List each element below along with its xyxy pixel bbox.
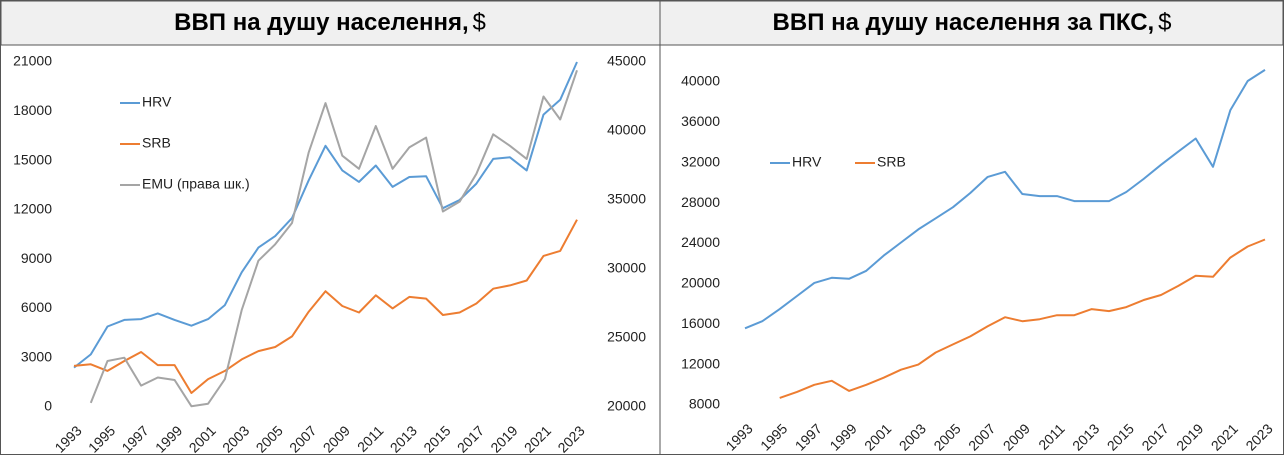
- legend-label: HRV: [142, 94, 172, 110]
- y-tick-label: 21000: [13, 53, 52, 69]
- y-tick-label: 18000: [13, 102, 52, 118]
- series-line: [73, 219, 578, 394]
- y-tick-label: 40000: [681, 73, 720, 89]
- y2-tick-label: 45000: [607, 53, 646, 69]
- y2-tick-label: 35000: [607, 191, 646, 207]
- chart-title: ВВП на душу населення за ПКС, $: [773, 9, 1172, 36]
- y-tick-label: 20000: [681, 275, 720, 291]
- title-text: ВВП на душу населення за ПКС,: [773, 9, 1155, 36]
- y-tick-label: 36000: [681, 113, 720, 129]
- y2-tick-label: 30000: [607, 260, 646, 276]
- y-tick-label: 9000: [21, 250, 52, 266]
- y-tick-label: 3000: [21, 348, 52, 364]
- title-unit: $: [1158, 9, 1171, 36]
- y-tick-label: 15000: [13, 151, 52, 167]
- y-tick-label: 32000: [681, 153, 720, 169]
- y-tick-label: 12000: [13, 201, 52, 217]
- y-tick-label: 28000: [681, 194, 720, 210]
- y-tick-label: 24000: [681, 234, 720, 250]
- y-tick-label: 12000: [681, 355, 720, 371]
- legend-label: HRV: [792, 154, 822, 170]
- legend-label: SRB: [877, 154, 906, 170]
- series-line: [73, 61, 578, 369]
- y-tick-label: 8000: [689, 396, 720, 412]
- title-unit: $: [473, 9, 486, 36]
- legend-label: EMU (права шк.): [142, 176, 250, 192]
- series-line: [744, 69, 1266, 330]
- y-tick-label: 16000: [681, 315, 720, 331]
- title-band: [0, 0, 661, 46]
- y-tick-label: 0: [44, 398, 52, 414]
- y2-tick-label: 20000: [607, 398, 646, 414]
- y-tick-label: 6000: [21, 299, 52, 315]
- series-line: [89, 69, 578, 408]
- chart-title: ВВП на душу населення, $: [174, 9, 486, 36]
- series-line: [779, 238, 1266, 399]
- title-text: ВВП на душу населення,: [174, 9, 468, 36]
- y2-tick-label: 25000: [607, 329, 646, 345]
- title-band: [659, 0, 1284, 46]
- legend-label: SRB: [142, 135, 171, 151]
- y2-tick-label: 40000: [607, 122, 646, 138]
